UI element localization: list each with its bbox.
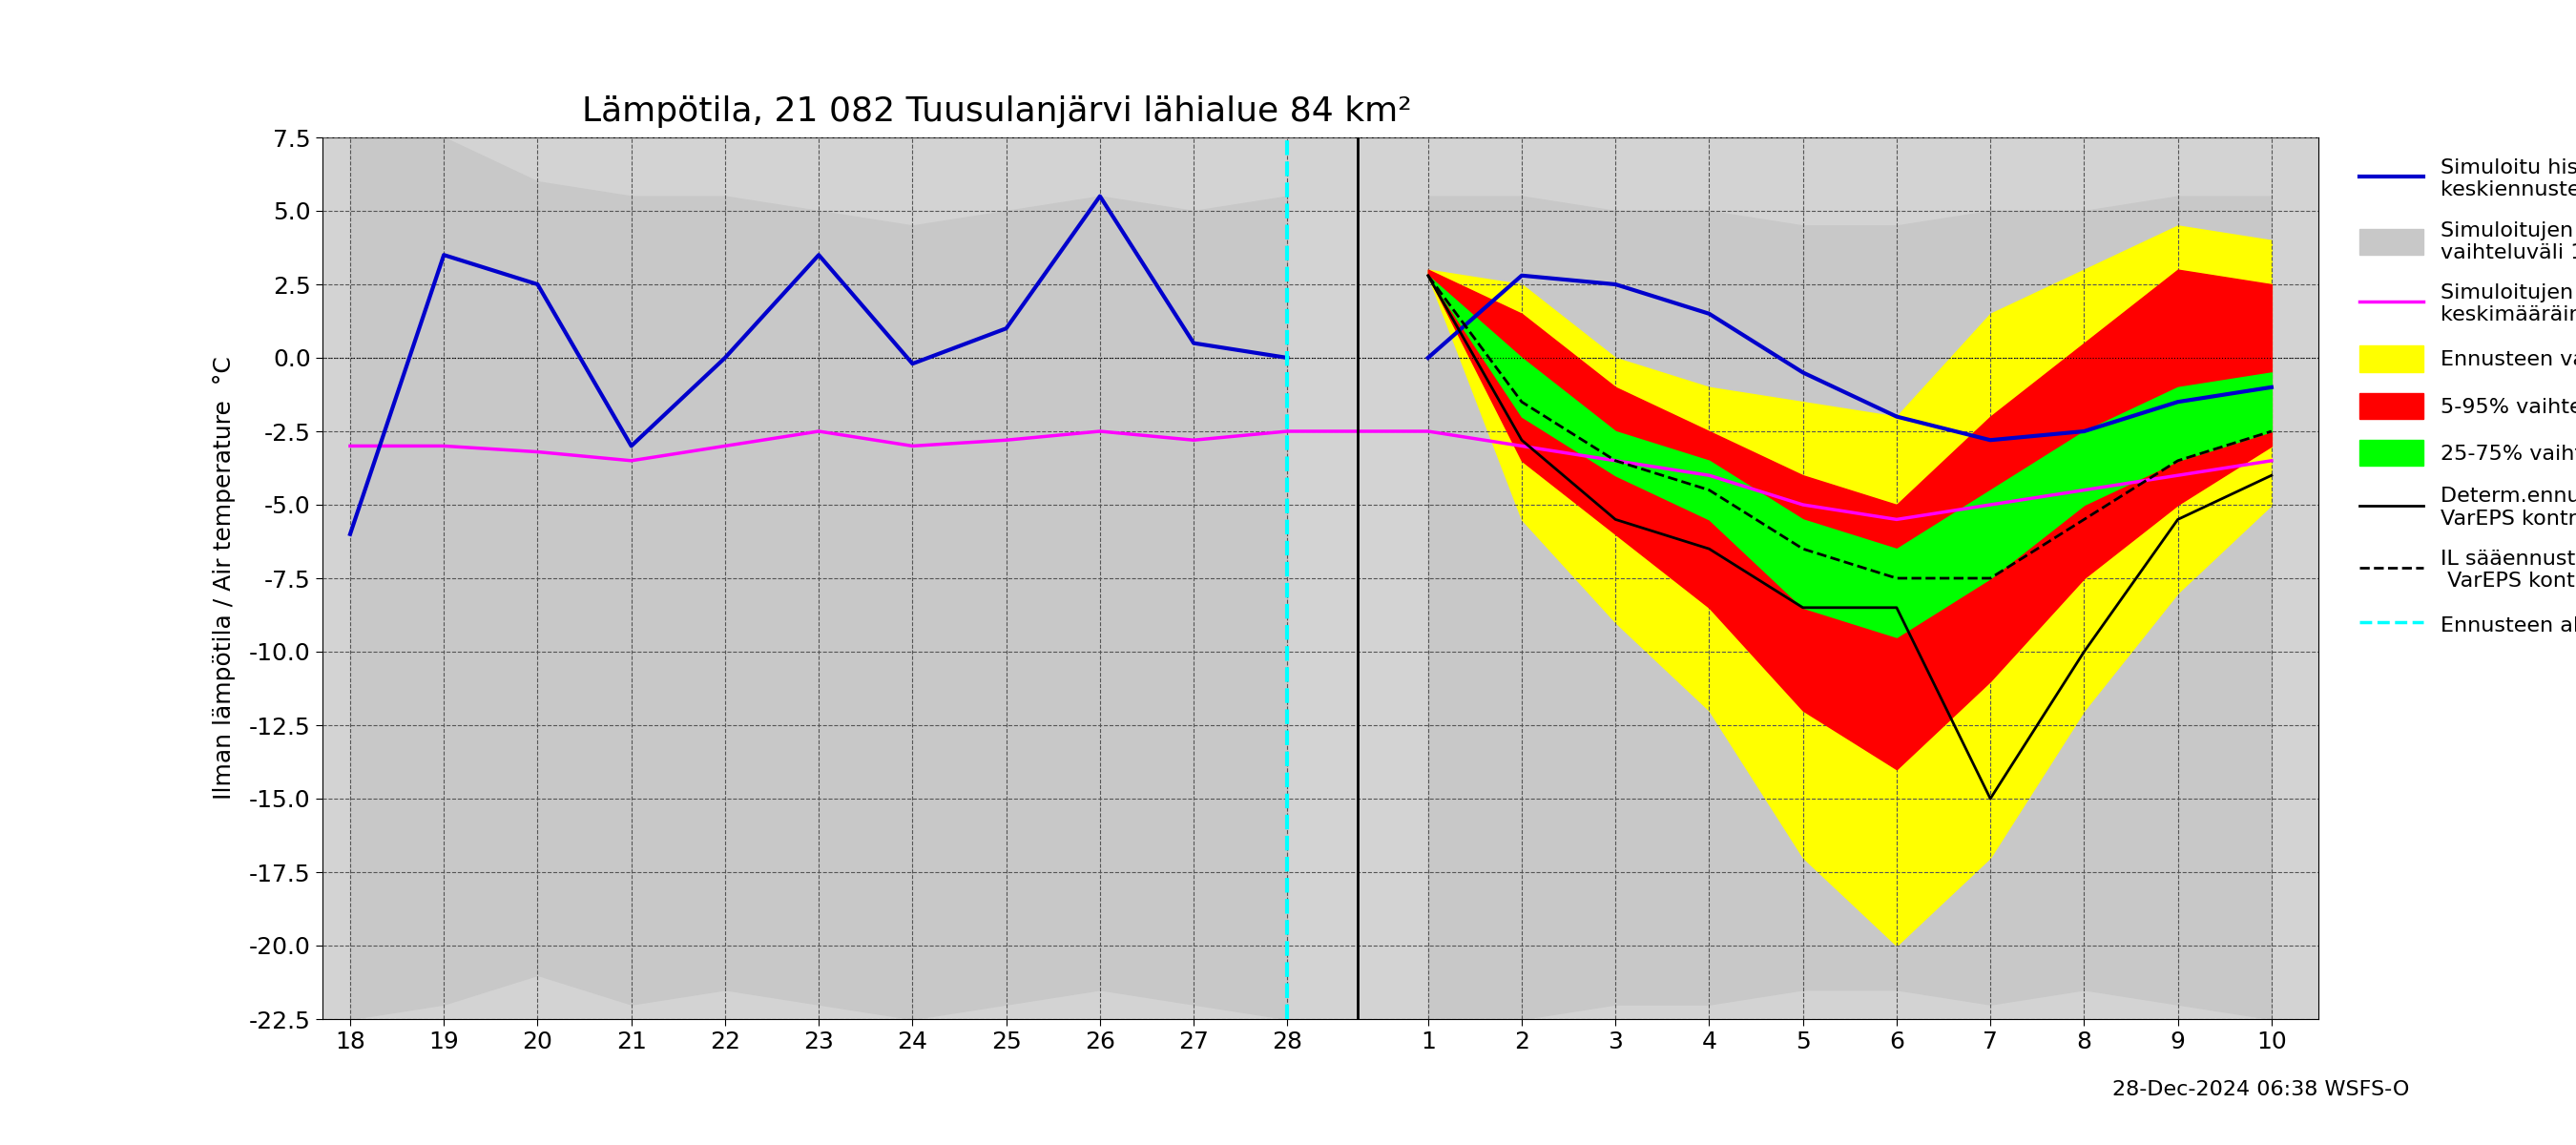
Y-axis label: Ilman lämpötila / Air temperature  °C: Ilman lämpötila / Air temperature °C: [214, 356, 234, 800]
Text: 28-Dec-2024 06:38 WSFS-O: 28-Dec-2024 06:38 WSFS-O: [2112, 1080, 2409, 1099]
Legend: Simuloitu historia ja
keskiennuste, Simuloitujen arvojen
vaihteluväli 1962-2023,: Simuloitu historia ja keskiennuste, Simu…: [2349, 148, 2576, 648]
Text: Lämpötila, 21 082 Tuusulanjärvi lähialue 84 km²: Lämpötila, 21 082 Tuusulanjärvi lähialue…: [582, 96, 1412, 128]
